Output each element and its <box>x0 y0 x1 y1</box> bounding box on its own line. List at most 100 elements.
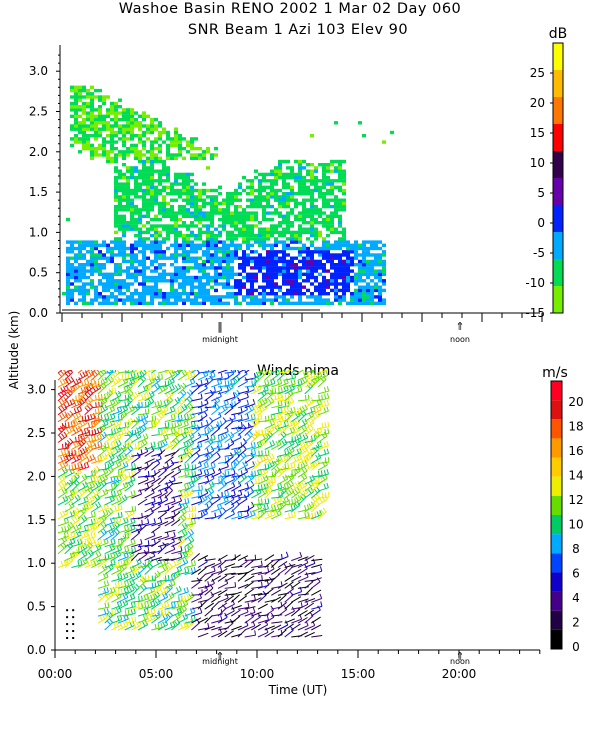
wind-barb <box>224 392 236 402</box>
snr-cell <box>198 285 202 289</box>
snr-cell <box>234 279 238 283</box>
snr-cell <box>254 240 258 244</box>
snr-cell <box>90 263 94 267</box>
snr-cell <box>314 301 318 305</box>
wind-barb <box>284 378 296 388</box>
snr-cell <box>366 301 370 305</box>
snr-cell <box>190 298 194 302</box>
snr-cell <box>230 195 234 199</box>
snr-cell <box>190 266 194 270</box>
snr-cell <box>130 127 134 131</box>
snr-cell <box>322 179 326 183</box>
snr-cell <box>246 179 250 183</box>
snr-cell <box>106 124 110 128</box>
snr-cell <box>182 198 186 202</box>
snr-cell <box>166 246 170 251</box>
wind-barb <box>171 618 181 631</box>
snr-cell <box>170 230 174 235</box>
snr-cell <box>370 253 374 257</box>
snr-cell <box>190 288 194 293</box>
snr-cell <box>262 292 266 296</box>
wind-barb <box>111 439 122 450</box>
snr-cell <box>202 201 206 206</box>
snr-cell <box>138 227 142 231</box>
snr-cell <box>86 124 90 128</box>
snr-cell <box>86 101 90 106</box>
wind-barb <box>277 629 287 638</box>
wind-barb <box>297 466 308 478</box>
snr-cell <box>86 88 90 93</box>
snr-cell <box>142 182 146 186</box>
snr-cell <box>74 114 78 118</box>
snr-cell <box>270 185 274 189</box>
snr-cell <box>186 279 190 283</box>
snr-cell <box>78 298 82 302</box>
snr-cell <box>162 169 166 173</box>
wind-barb <box>224 468 236 478</box>
snr-cell <box>146 156 150 160</box>
snr-cell <box>314 211 318 215</box>
wind-barb <box>131 538 143 548</box>
wind-barb <box>131 583 140 596</box>
snr-cell <box>110 124 114 128</box>
snr-cell <box>142 279 146 283</box>
wind-barb <box>297 557 309 568</box>
snr-cell <box>382 288 386 293</box>
snr-cell <box>306 246 310 251</box>
snr-cell <box>310 282 314 286</box>
snr-cell <box>330 227 334 231</box>
snr-cell <box>186 211 190 215</box>
wind-barb <box>157 543 169 548</box>
snr-cell <box>366 263 370 267</box>
snr-cell <box>106 246 110 251</box>
snr-cell <box>298 214 302 218</box>
snr-cell <box>310 201 314 206</box>
snr-cell <box>154 140 158 144</box>
snr-cell <box>134 143 138 148</box>
wind-barb <box>237 370 245 374</box>
wind-barb <box>144 484 154 492</box>
wind-barb <box>211 494 221 506</box>
snr-cell <box>198 195 202 199</box>
snr-cell <box>338 169 342 173</box>
snr-cell <box>94 150 98 154</box>
snr-cell <box>322 253 326 257</box>
snr-cell <box>282 266 286 270</box>
wind-barb <box>84 370 91 374</box>
wind-barb <box>231 625 242 631</box>
snr-cell <box>206 282 210 286</box>
snr-cell <box>182 188 186 193</box>
snr-cell <box>326 250 330 254</box>
wind-barb <box>171 467 182 478</box>
snr-cell <box>370 243 374 247</box>
wind-colorbar-swatch <box>551 476 562 496</box>
snr-cell <box>134 288 138 293</box>
wind-barb <box>124 578 136 589</box>
snr-cell <box>258 269 262 273</box>
snr-cell <box>134 243 138 247</box>
snr-cell <box>134 301 138 305</box>
snr-cell <box>122 127 126 131</box>
wind-barb <box>164 529 176 534</box>
wind-barb <box>91 401 103 409</box>
snr-cell <box>210 201 214 206</box>
snr-cell <box>222 227 226 231</box>
snr-cell <box>118 169 122 173</box>
snr-cell <box>306 188 310 193</box>
wind-panel-title: Winds nima <box>257 363 339 379</box>
snr-cell <box>266 250 270 254</box>
wind-barb <box>131 370 139 374</box>
snr-cell <box>226 253 230 257</box>
snr-cell <box>226 211 230 215</box>
snr-cell <box>74 301 78 305</box>
snr-cell <box>110 108 114 112</box>
snr-cell <box>82 288 86 293</box>
snr-cell <box>258 204 262 209</box>
wind-barb <box>71 411 82 423</box>
snr-cell <box>326 214 330 218</box>
wind-barb <box>317 457 330 464</box>
wind-barb <box>204 371 216 381</box>
wind-barb <box>157 370 170 374</box>
snr-cell <box>78 272 82 276</box>
wind-barb <box>297 631 309 638</box>
